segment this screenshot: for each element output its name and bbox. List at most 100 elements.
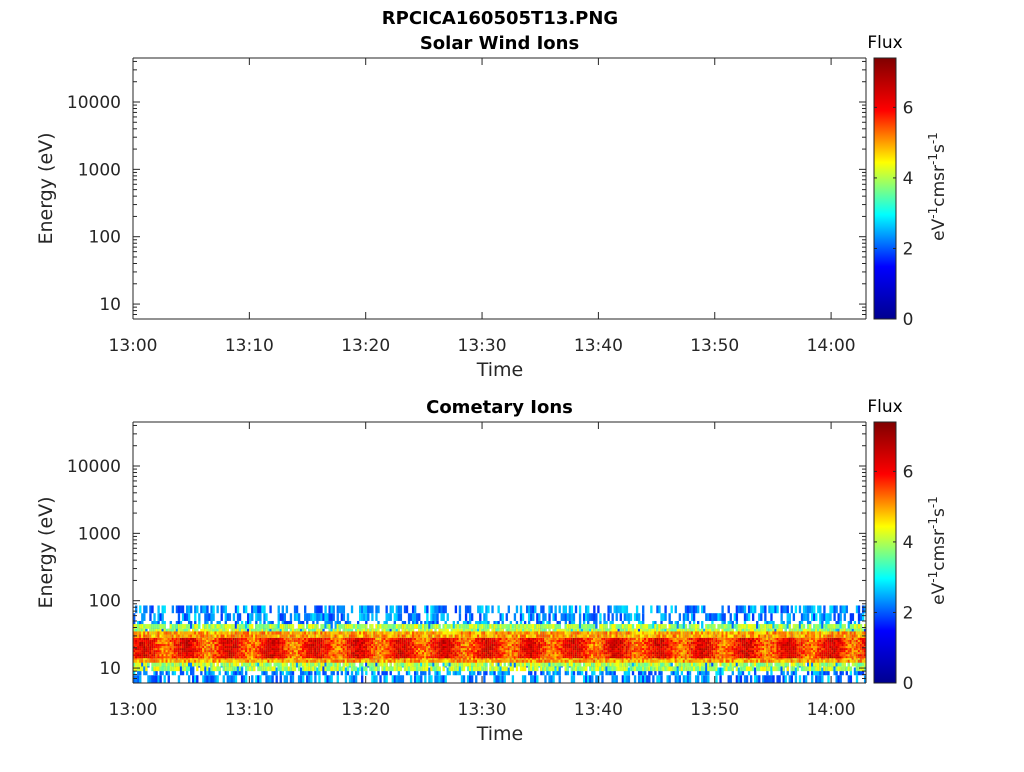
- heatmap-cell: [267, 652, 269, 654]
- heatmap-cell: [351, 631, 353, 634]
- heatmap-cell: [416, 648, 418, 650]
- heatmap-cell: [257, 648, 259, 650]
- heatmap-cell: [149, 642, 151, 644]
- heatmap-cell: [353, 646, 355, 648]
- heatmap-cell: [396, 654, 398, 656]
- x-tick-label: 14:00: [807, 336, 856, 356]
- heatmap-cell: [361, 648, 363, 650]
- heatmap-cell: [324, 660, 326, 663]
- heatmap-cell: [367, 646, 369, 648]
- heatmap-cell: [345, 667, 347, 675]
- heatmap-cell: [253, 640, 255, 642]
- heatmap-cell: [422, 644, 424, 646]
- heatmap-cell: [347, 631, 349, 634]
- heatmap-cell: [153, 640, 155, 642]
- heatmap-cell: [290, 642, 292, 644]
- heatmap-cell: [271, 631, 273, 634]
- heatmap-cell: [225, 613, 227, 621]
- heatmap-cell: [247, 644, 249, 646]
- heatmap-cell: [398, 640, 400, 642]
- heatmap-cell: [202, 605, 204, 613]
- heatmap-cell: [229, 656, 231, 658]
- heatmap-cell: [388, 646, 390, 648]
- x-tick-label: 13:40: [574, 336, 623, 356]
- heatmap-cell: [373, 654, 375, 656]
- heatmap-cell: [404, 638, 406, 640]
- heatmap-cell: [261, 648, 263, 650]
- heatmap-cell: [400, 605, 402, 613]
- heatmap-cell: [135, 642, 137, 644]
- heatmap-cell: [294, 656, 296, 658]
- heatmap-cell: [243, 646, 245, 648]
- heatmap-cell: [225, 635, 227, 638]
- heatmap-cell: [331, 638, 333, 640]
- heatmap-cell: [214, 631, 216, 634]
- heatmap-cell: [353, 652, 355, 654]
- heatmap-cell: [269, 656, 271, 658]
- heatmap-cell: [392, 675, 394, 683]
- heatmap-cell: [178, 650, 180, 652]
- heatmap-cell: [290, 624, 292, 629]
- heatmap-cell: [322, 644, 324, 646]
- heatmap-cell: [328, 635, 330, 638]
- heatmap-cell: [337, 650, 339, 652]
- heatmap-cell: [316, 635, 318, 638]
- heatmap-cell: [371, 635, 373, 638]
- heatmap-cell: [367, 635, 369, 638]
- heatmap-cell: [335, 644, 337, 646]
- heatmap-cell: [355, 644, 357, 646]
- heatmap-cell: [210, 638, 212, 640]
- heatmap-cell: [162, 624, 164, 629]
- heatmap-cell: [271, 644, 273, 646]
- heatmap-cell: [341, 650, 343, 652]
- heatmap-cell: [276, 642, 278, 644]
- heatmap-cell: [402, 640, 404, 642]
- heatmap-cell: [239, 631, 241, 634]
- heatmap-cell: [286, 660, 288, 663]
- heatmap-cell: [149, 660, 151, 663]
- heatmap-cell: [276, 648, 278, 650]
- heatmap-cell: [328, 660, 330, 663]
- heatmap-cell: [328, 605, 330, 613]
- heatmap-cell: [178, 635, 180, 638]
- heatmap-cell: [223, 652, 225, 654]
- heatmap-cell: [388, 644, 390, 646]
- heatmap-cell: [406, 635, 408, 638]
- heatmap-cell: [170, 648, 172, 650]
- heatmap-cell: [194, 646, 196, 648]
- heatmap-cell: [341, 635, 343, 638]
- heatmap-cell: [290, 644, 292, 646]
- heatmap-cell: [159, 640, 161, 642]
- heatmap-cell: [292, 666, 294, 671]
- heatmap-cell: [245, 660, 247, 663]
- heatmap-cell: [326, 631, 328, 634]
- heatmap-cell: [381, 631, 383, 634]
- heatmap-cell: [341, 640, 343, 642]
- heatmap-cell: [318, 656, 320, 658]
- heatmap-cell: [192, 675, 194, 683]
- heatmap-cell: [353, 675, 355, 683]
- heatmap-cell: [402, 642, 404, 644]
- heatmap-cell: [170, 644, 172, 646]
- heatmap-cell: [292, 631, 294, 634]
- heatmap-cell: [347, 642, 349, 644]
- heatmap-cell: [172, 650, 174, 652]
- heatmap-cell: [335, 642, 337, 644]
- heatmap-cell: [164, 605, 166, 613]
- heatmap-cell: [379, 635, 381, 638]
- heatmap-cell: [253, 644, 255, 646]
- heatmap-cell: [267, 666, 269, 671]
- heatmap-cell: [381, 644, 383, 646]
- heatmap-cell: [155, 624, 157, 629]
- heatmap-cell: [172, 624, 174, 629]
- heatmap-cell: [196, 624, 198, 629]
- heatmap-cell: [375, 650, 377, 652]
- heatmap-cell: [263, 605, 265, 613]
- heatmap-cell: [255, 638, 257, 640]
- heatmap-cell: [306, 631, 308, 634]
- heatmap-cell: [243, 631, 245, 634]
- heatmap-cell: [326, 652, 328, 654]
- heatmap-cell: [162, 613, 164, 621]
- heatmap-cell: [335, 650, 337, 652]
- heatmap-cell: [412, 613, 414, 621]
